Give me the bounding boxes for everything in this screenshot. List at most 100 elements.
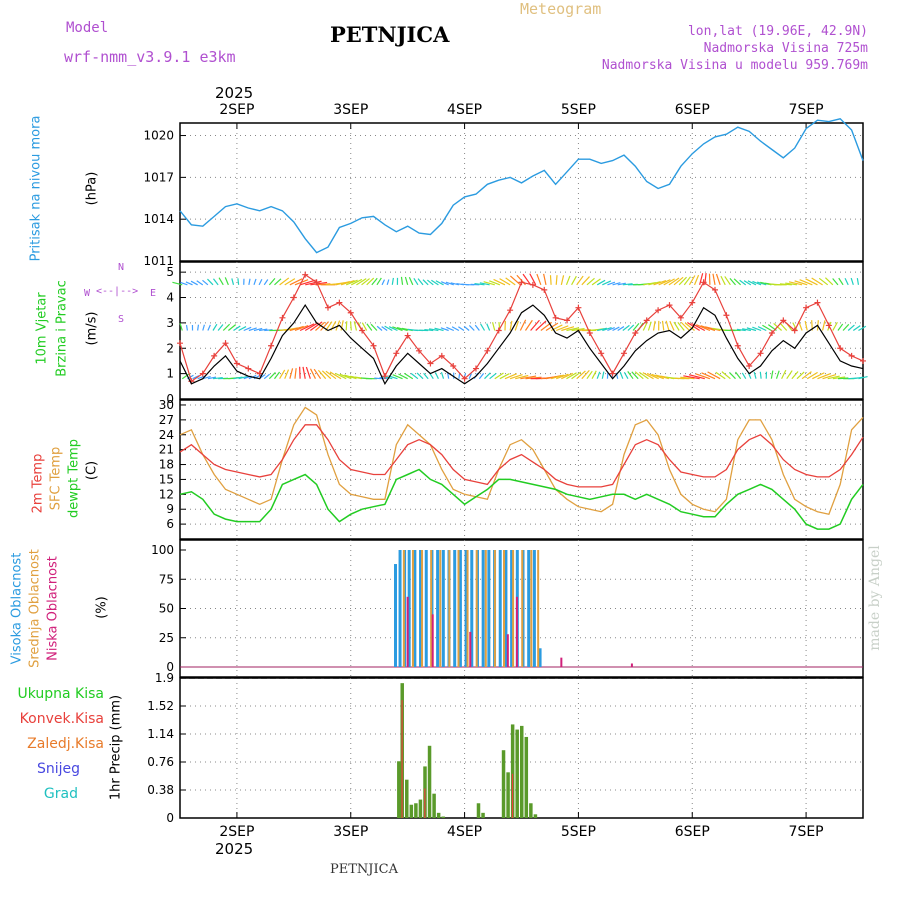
wind-arrow bbox=[483, 281, 495, 286]
wind-arrow bbox=[446, 326, 455, 332]
wind-arrow bbox=[228, 324, 237, 331]
wind-arrow bbox=[259, 328, 268, 332]
top-date-label: 2SEP bbox=[219, 102, 254, 118]
panel-frame bbox=[179, 399, 864, 540]
wind-arrow bbox=[212, 376, 223, 380]
wind-arrow bbox=[847, 324, 855, 331]
wind-arrow bbox=[724, 276, 731, 286]
wind-arrow bbox=[196, 280, 204, 286]
low-cloud-bar bbox=[515, 596, 518, 667]
wind-arrow bbox=[581, 276, 590, 286]
bottom-date-label: 6SEP bbox=[675, 824, 710, 840]
wind-arrow bbox=[370, 323, 378, 331]
wind-arrow bbox=[499, 373, 510, 380]
wind-arrow bbox=[302, 366, 306, 379]
wind-arrow bbox=[381, 326, 388, 331]
gust-marker bbox=[268, 342, 275, 349]
wind-arrow bbox=[779, 283, 792, 286]
wind-arrow bbox=[231, 278, 235, 285]
precip-title: Ukupna Kisa bbox=[17, 686, 104, 702]
wind-arrow bbox=[509, 320, 513, 331]
wind-arrow bbox=[762, 324, 772, 332]
wind-arrow bbox=[458, 326, 465, 331]
wind-arrow bbox=[190, 280, 198, 286]
wind-arrow bbox=[294, 368, 297, 379]
gust-marker bbox=[324, 304, 331, 311]
high-cloud-bar bbox=[487, 550, 491, 667]
total-rain-bar bbox=[533, 814, 538, 818]
gust-marker bbox=[723, 312, 730, 319]
gust-marker bbox=[233, 360, 240, 367]
wind-arrow bbox=[827, 375, 840, 380]
wind-arrow bbox=[329, 371, 342, 380]
wind-arrow bbox=[779, 322, 788, 331]
gust-marker bbox=[472, 365, 479, 372]
model-elevation-label: Nadmorska Visina u modelu 959.769m bbox=[601, 58, 868, 73]
y-tick-label: 6 bbox=[166, 517, 174, 531]
wind-arrow bbox=[728, 372, 736, 380]
gust-marker bbox=[245, 365, 252, 372]
high-cloud-bar bbox=[481, 550, 485, 667]
y-tick-label: 0 bbox=[166, 811, 174, 825]
wind-arrow bbox=[450, 282, 460, 286]
wind-arrow bbox=[386, 279, 390, 286]
wind-arrow bbox=[673, 276, 684, 286]
wind-arrow bbox=[653, 279, 667, 286]
gust-marker bbox=[552, 314, 559, 321]
y-tick-label: 9 bbox=[166, 502, 174, 516]
total-rain-bar bbox=[510, 724, 515, 818]
precip-subtitle4: Grad bbox=[43, 786, 78, 802]
y-tick-label: 2 bbox=[166, 341, 174, 355]
wind-arrow bbox=[525, 376, 542, 380]
wind-arrow bbox=[561, 326, 575, 332]
gust-marker bbox=[848, 352, 855, 359]
gust-marker bbox=[791, 327, 798, 334]
wind-arrow bbox=[479, 282, 490, 286]
wind-arrow bbox=[268, 372, 276, 380]
wind-arrow bbox=[747, 280, 757, 286]
y-tick-label: 75 bbox=[159, 572, 174, 586]
wind-arrow bbox=[752, 326, 762, 332]
wind-arrow bbox=[410, 372, 419, 380]
sfc-temp-line bbox=[179, 406, 864, 515]
wind-arrow bbox=[838, 277, 844, 286]
gust-marker bbox=[450, 363, 457, 370]
wind-arrow bbox=[693, 274, 700, 286]
conv-rain-bar bbox=[401, 700, 403, 818]
wind-arrow bbox=[440, 371, 445, 379]
y-tick-label: 5 bbox=[166, 265, 174, 279]
total-rain-bar bbox=[501, 750, 506, 818]
gust-marker bbox=[313, 279, 320, 286]
y-tick-label: 1 bbox=[166, 367, 174, 381]
wind-arrow bbox=[581, 369, 590, 380]
wind-arrow bbox=[431, 279, 439, 286]
wind-arrow bbox=[388, 326, 398, 332]
wind-arrow bbox=[207, 324, 211, 331]
wind-arrow bbox=[279, 277, 290, 286]
wind-arrow bbox=[652, 320, 656, 331]
lonlat-label: lon,lat (19.96E, 42.9N) bbox=[687, 24, 868, 39]
wind-arrow bbox=[264, 329, 273, 332]
gust-marker bbox=[666, 302, 673, 309]
high-cloud-bar bbox=[458, 550, 462, 667]
wind-arrow bbox=[571, 371, 582, 380]
wind-speed-line bbox=[179, 303, 864, 386]
gust-marker bbox=[598, 350, 605, 357]
y-tick-label: 15 bbox=[159, 472, 174, 486]
wind-arrow bbox=[289, 368, 294, 379]
wind-arrow bbox=[792, 322, 798, 331]
high-cloud-bar bbox=[504, 550, 508, 667]
elevation-label: Nadmorska Visina 725m bbox=[703, 41, 868, 56]
wind-arrow bbox=[179, 323, 183, 331]
total-rain-bar bbox=[427, 745, 432, 818]
wind-arrow bbox=[627, 371, 634, 380]
wind-arrow bbox=[715, 273, 721, 286]
gust-marker bbox=[700, 279, 707, 286]
gust-marker bbox=[199, 370, 206, 377]
wind-arrow bbox=[289, 278, 303, 286]
wind-arrow bbox=[366, 277, 375, 286]
wind-arrow bbox=[701, 372, 716, 380]
total-rain-bar bbox=[524, 736, 529, 818]
wind-arrow bbox=[335, 281, 351, 286]
wind-arrow bbox=[591, 278, 601, 286]
